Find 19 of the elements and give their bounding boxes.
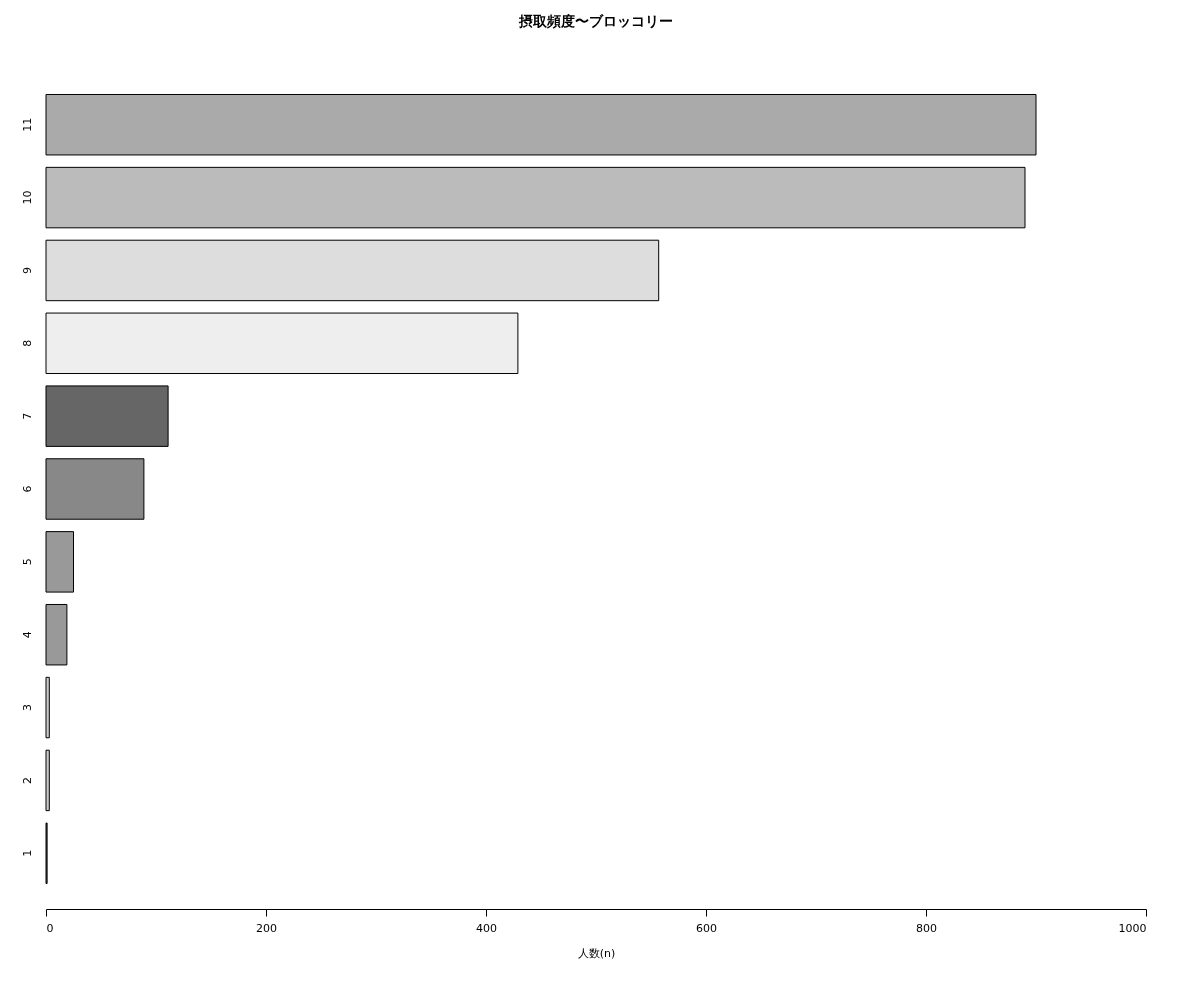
y-tick-label: 3 xyxy=(20,704,34,712)
y-tick-label: 2 xyxy=(20,776,34,784)
x-tick-label: 200 xyxy=(256,921,277,935)
y-tick-label: 10 xyxy=(20,190,34,205)
x-tick-label: 800 xyxy=(916,921,937,935)
y-tick-label: 9 xyxy=(20,266,34,274)
y-tick-label: 4 xyxy=(20,631,34,639)
x-tick-label: 600 xyxy=(696,921,717,935)
x-tick-label: 1000 xyxy=(1118,921,1147,935)
chart-title: 摂取頻度〜ブロッコリー xyxy=(518,13,673,29)
y-tick-label: 1 xyxy=(20,849,34,857)
y-tick-label: 5 xyxy=(20,558,34,566)
x-tick-label: 0 xyxy=(46,921,54,935)
x-axis-title: 人数(n) xyxy=(577,946,616,960)
y-tick-label: 8 xyxy=(20,339,34,347)
x-tick-label: 400 xyxy=(476,921,497,935)
y-tick-label: 6 xyxy=(20,485,34,493)
y-tick-label: 11 xyxy=(20,117,34,132)
y-tick-label: 7 xyxy=(20,412,34,420)
